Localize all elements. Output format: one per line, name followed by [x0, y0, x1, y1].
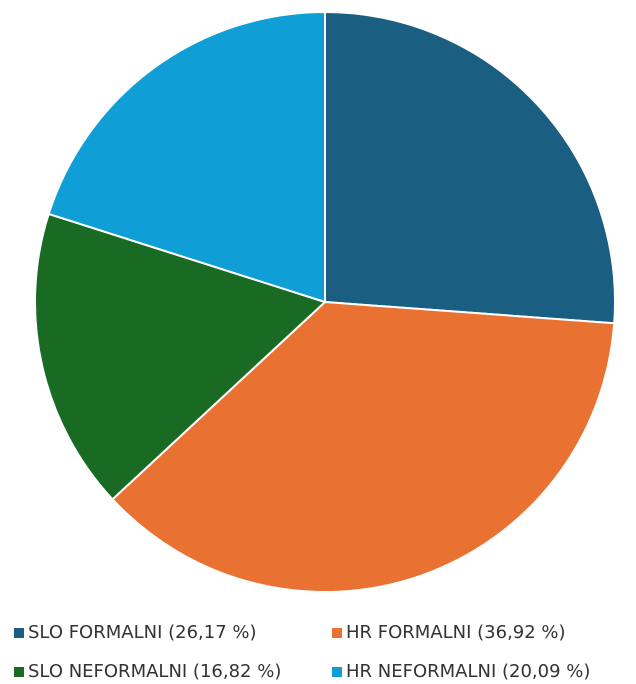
legend-label: HR FORMALNI (36,92 %) [346, 622, 566, 643]
legend-label: SLO NEFORMALNI (16,82 %) [28, 661, 281, 682]
legend-swatch [332, 667, 342, 677]
legend-label: HR NEFORMALNI (20,09 %) [346, 661, 590, 682]
legend-swatch [14, 628, 24, 638]
pie-slice [47, 10, 326, 304]
legend-label: SLO FORMALNI (26,17 %) [28, 622, 257, 643]
pie-slice [324, 10, 616, 325]
legend-swatch [332, 628, 342, 638]
pie-slice [111, 300, 616, 593]
pie-slice [34, 212, 327, 501]
legend-swatch [14, 667, 24, 677]
